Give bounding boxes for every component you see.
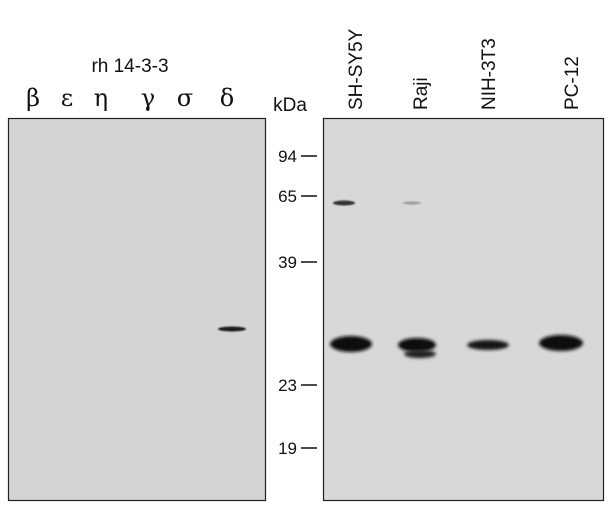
marker-label: 94 [278, 147, 297, 166]
marker-label: 65 [278, 187, 297, 206]
lane-label: SH-SY5Y [346, 28, 367, 110]
band [539, 335, 583, 351]
band [467, 340, 509, 350]
band [330, 336, 372, 352]
marker-label: 23 [278, 376, 297, 395]
lane-label: PC-12 [562, 56, 583, 110]
marker-label: 19 [278, 439, 297, 458]
lane-label: σ [177, 84, 193, 112]
lane-label: γ [141, 84, 155, 112]
lane-label: ε [61, 84, 73, 112]
right-blot [322, 117, 605, 502]
lane-label: NIH-3T3 [479, 38, 500, 110]
band [404, 350, 436, 358]
marker-label: 39 [278, 253, 297, 272]
lane-label: β [26, 84, 40, 112]
marker-ladder: 94 65 39 23 19 [278, 147, 317, 458]
left-blot [7, 117, 267, 502]
bands [218, 200, 583, 358]
marker-unit: kDa [273, 95, 307, 116]
band [218, 326, 246, 332]
lane-label: Raji [411, 77, 432, 110]
band [403, 201, 421, 205]
panel-title: rh 14-3-3 [91, 56, 168, 77]
lane-label: δ [220, 84, 234, 112]
lane-label: η [94, 84, 108, 112]
band [398, 338, 436, 352]
band [333, 200, 355, 206]
